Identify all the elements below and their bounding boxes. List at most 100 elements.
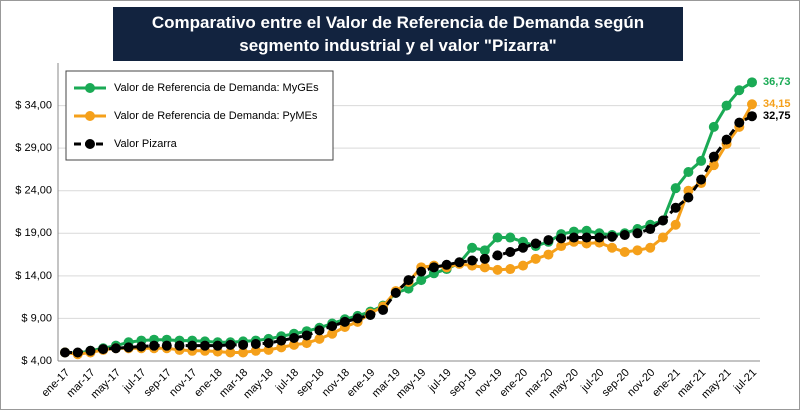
marker <box>683 166 694 177</box>
marker <box>747 111 757 122</box>
marker <box>505 247 516 258</box>
marker <box>72 347 83 358</box>
marker <box>390 287 401 298</box>
marker <box>632 228 643 239</box>
marker <box>645 242 656 253</box>
y-tick-label: $ 24,00 <box>15 185 52 197</box>
marker <box>250 338 261 349</box>
marker <box>479 245 490 256</box>
y-tick-label: $ 9,00 <box>21 312 52 324</box>
y-tick-label: $ 34,00 <box>15 99 52 111</box>
marker <box>619 247 630 258</box>
legend-marker <box>85 139 95 149</box>
marker <box>696 155 707 166</box>
marker <box>747 77 757 88</box>
chart-title: Comparativo entre el Valor de Referencia… <box>113 7 683 61</box>
y-tick-label: $ 29,00 <box>15 142 52 154</box>
marker <box>670 183 681 194</box>
marker <box>416 275 427 286</box>
marker <box>289 333 299 344</box>
marker <box>85 345 96 356</box>
marker <box>734 117 745 128</box>
legend-marker <box>85 83 95 93</box>
marker <box>301 330 312 341</box>
marker <box>657 215 668 226</box>
legend-box <box>65 70 334 161</box>
marker <box>696 174 707 185</box>
marker <box>632 245 643 256</box>
marker <box>530 253 541 264</box>
marker <box>136 341 147 352</box>
marker <box>314 325 325 336</box>
marker <box>594 232 605 243</box>
marker <box>492 264 503 275</box>
marker <box>454 257 465 268</box>
marker <box>123 342 134 353</box>
legend: Valor de Referencia de Demanda: MyGEs Val… <box>65 70 334 161</box>
marker <box>225 347 236 358</box>
legend-marker <box>85 111 95 121</box>
marker <box>149 340 160 351</box>
marker <box>199 340 210 351</box>
marker <box>263 338 274 349</box>
marker <box>708 151 719 162</box>
marker <box>568 232 579 243</box>
data-label: 36,73 <box>763 76 791 88</box>
marker <box>518 242 528 253</box>
marker <box>619 229 630 240</box>
data-label: 34,15 <box>763 98 791 110</box>
marker <box>187 340 198 351</box>
legend-label: Valor de Referencia de Demanda: MyGEs <box>114 82 319 94</box>
marker <box>721 100 732 111</box>
marker <box>403 275 414 286</box>
marker <box>657 232 668 243</box>
marker <box>98 344 109 355</box>
marker <box>581 232 592 243</box>
marker <box>327 328 338 339</box>
legend-label: Valor Pizarra <box>114 138 178 150</box>
marker <box>212 340 223 351</box>
legend-label: Valor de Referencia de Demanda: PyMEs <box>114 110 318 122</box>
marker <box>518 260 528 271</box>
y-tick-label: $ 19,00 <box>15 227 52 239</box>
marker <box>670 202 681 213</box>
marker <box>314 333 325 344</box>
marker <box>734 85 745 96</box>
marker <box>60 347 70 358</box>
marker <box>708 121 719 132</box>
marker <box>467 255 478 266</box>
marker <box>556 233 567 244</box>
marker <box>492 250 503 261</box>
marker <box>467 242 478 253</box>
marker <box>747 99 757 110</box>
marker <box>505 264 516 275</box>
marker <box>530 238 541 249</box>
marker <box>683 192 694 203</box>
marker <box>416 266 427 277</box>
marker <box>607 242 618 253</box>
marker <box>225 339 236 350</box>
marker <box>721 134 732 145</box>
marker <box>543 235 554 246</box>
marker <box>352 313 363 324</box>
marker <box>378 304 389 315</box>
marker <box>607 231 618 242</box>
marker <box>505 232 516 243</box>
marker <box>670 219 681 230</box>
marker <box>365 310 376 321</box>
marker <box>276 335 287 346</box>
marker <box>645 224 656 235</box>
marker <box>110 343 121 354</box>
marker <box>492 232 503 243</box>
marker <box>708 160 719 171</box>
y-tick-label: $ 4,00 <box>21 355 52 367</box>
marker <box>238 339 249 350</box>
marker <box>479 253 490 264</box>
marker <box>339 316 350 327</box>
marker <box>238 347 249 358</box>
marker <box>428 262 439 273</box>
marker <box>556 241 567 252</box>
marker <box>479 262 490 273</box>
